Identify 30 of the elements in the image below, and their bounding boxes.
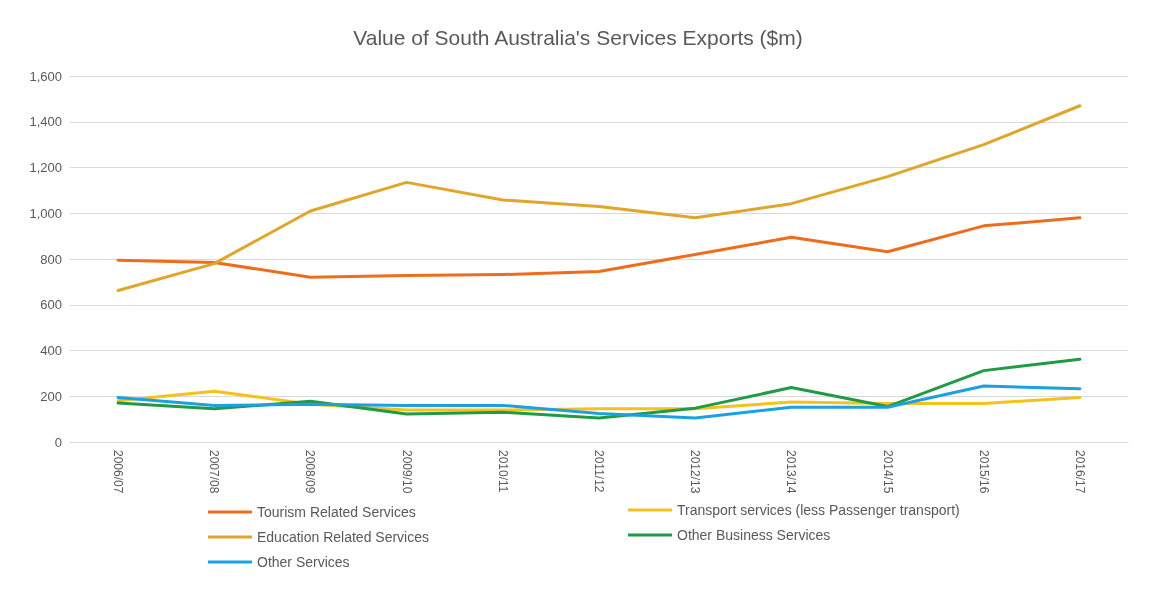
x-tick-label: 2011/12 bbox=[592, 450, 606, 493]
legend-label: Tourism Related Services bbox=[257, 504, 416, 520]
chart-title: Value of South Australia's Services Exports ($m) bbox=[353, 26, 803, 49]
y-tick-label: 600 bbox=[40, 297, 62, 313]
x-tick-label: 2006/07 bbox=[111, 450, 126, 494]
x-tick-label: 2010/11 bbox=[495, 450, 510, 493]
line-series bbox=[116, 104, 1082, 293]
legend-label: Other Services bbox=[257, 554, 350, 570]
legend-label: Other Business Services bbox=[677, 527, 831, 543]
y-tick-label: 200 bbox=[40, 388, 62, 404]
x-tick-label: 2016/17 bbox=[1072, 450, 1087, 494]
x-tick-label: 2008/09 bbox=[303, 450, 318, 494]
legend-label: Education Related Services bbox=[257, 529, 429, 545]
y-tick-label: 0 bbox=[54, 434, 62, 450]
line-series bbox=[116, 357, 1082, 420]
y-tick-label: 1,600 bbox=[29, 68, 62, 84]
y-tick-label: 400 bbox=[40, 343, 62, 358]
y-tick-label: 1,000 bbox=[29, 205, 62, 221]
x-tick-label: 2009/10 bbox=[399, 450, 414, 494]
y-tick-label: 1,200 bbox=[29, 160, 62, 175]
x-tick-label: 2007/08 bbox=[207, 450, 222, 494]
y-tick-label: 1,400 bbox=[29, 114, 62, 130]
x-tick-label: 2015/16 bbox=[976, 450, 991, 494]
line-series bbox=[116, 384, 1082, 420]
x-tick-label: 2013/14 bbox=[784, 450, 799, 494]
line-series bbox=[116, 216, 1082, 279]
y-tick-label: 800 bbox=[40, 251, 62, 267]
legend-label: Transport services (less Passenger transport) bbox=[677, 502, 960, 518]
x-tick-label: 2014/15 bbox=[880, 450, 895, 494]
x-tick-label: 2012/13 bbox=[688, 450, 703, 494]
